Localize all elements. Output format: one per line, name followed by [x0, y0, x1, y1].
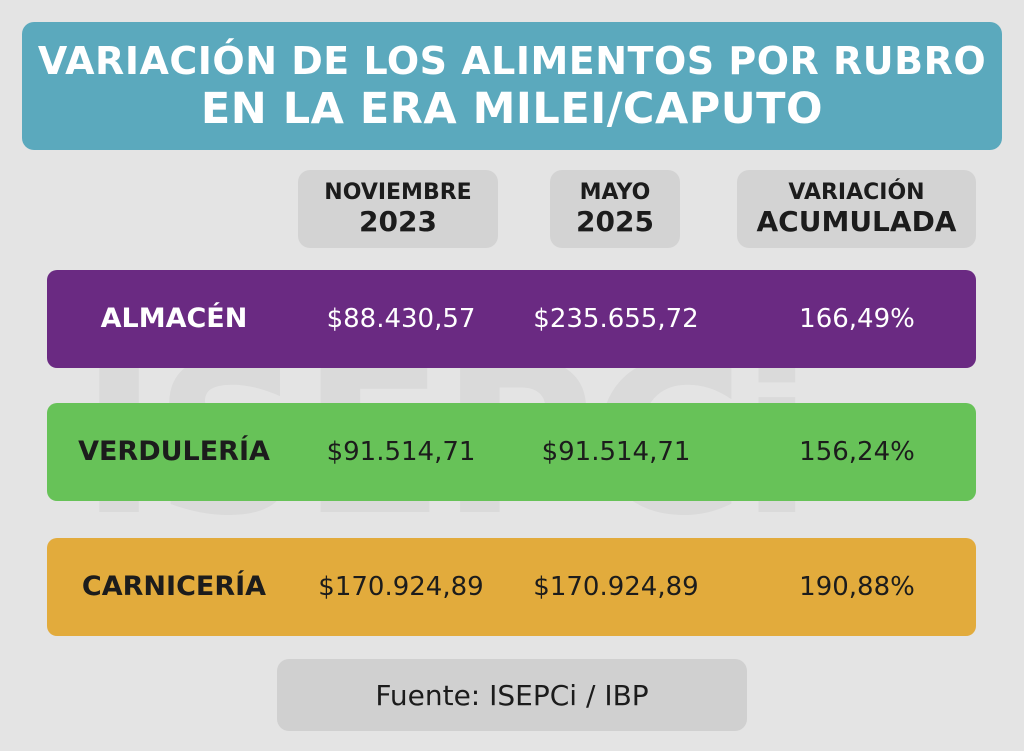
table-row-verduleria: VERDULERÍA $91.514,71 $91.514,71 156,24%	[47, 403, 976, 501]
column-header-line-1: VARIACIÓN	[788, 180, 925, 205]
cell-variacion-acumulada: 156,24%	[799, 437, 915, 467]
cell-mayo-2025: $235.655,72	[533, 304, 699, 334]
column-header-mayo-2025: MAYO 2025	[550, 170, 680, 248]
cell-noviembre-2023: $91.514,71	[326, 437, 476, 467]
column-header-noviembre-2023: NOVIEMBRE 2023	[298, 170, 498, 248]
title-line-2: EN LA ERA MILEI/CAPUTO	[200, 84, 824, 134]
column-header-line-2: ACUMULADA	[756, 205, 957, 238]
row-category-label: CARNICERÍA	[81, 571, 267, 602]
source-caption: Fuente: ISEPCi / IBP	[277, 659, 747, 731]
cell-variacion-acumulada: 166,49%	[799, 304, 915, 334]
column-header-line-1: MAYO	[579, 180, 651, 205]
table-row-carniceria: CARNICERÍA $170.924,89 $170.924,89 190,8…	[47, 538, 976, 636]
column-header-line-2: 2023	[359, 205, 437, 238]
cell-variacion-acumulada: 190,88%	[799, 572, 915, 602]
source-text: Fuente: ISEPCi / IBP	[375, 678, 649, 712]
column-header-variacion-acumulada: VARIACIÓN ACUMULADA	[737, 170, 976, 248]
cell-noviembre-2023: $88.430,57	[326, 304, 476, 334]
cell-mayo-2025: $170.924,89	[533, 572, 699, 602]
column-header-line-2: 2025	[576, 205, 654, 238]
cell-noviembre-2023: $170.924,89	[318, 572, 484, 602]
column-header-line-1: NOVIEMBRE	[324, 180, 472, 205]
row-category-label: VERDULERÍA	[78, 436, 270, 467]
table-row-almacen: ALMACÉN $88.430,57 $235.655,72 166,49%	[47, 270, 976, 368]
title-line-1: VARIACIÓN DE LOS ALIMENTOS POR RUBRO	[37, 39, 987, 83]
title-banner: VARIACIÓN DE LOS ALIMENTOS POR RUBRO EN …	[22, 22, 1002, 150]
cell-mayo-2025: $91.514,71	[541, 437, 691, 467]
row-category-label: ALMACÉN	[100, 303, 248, 334]
